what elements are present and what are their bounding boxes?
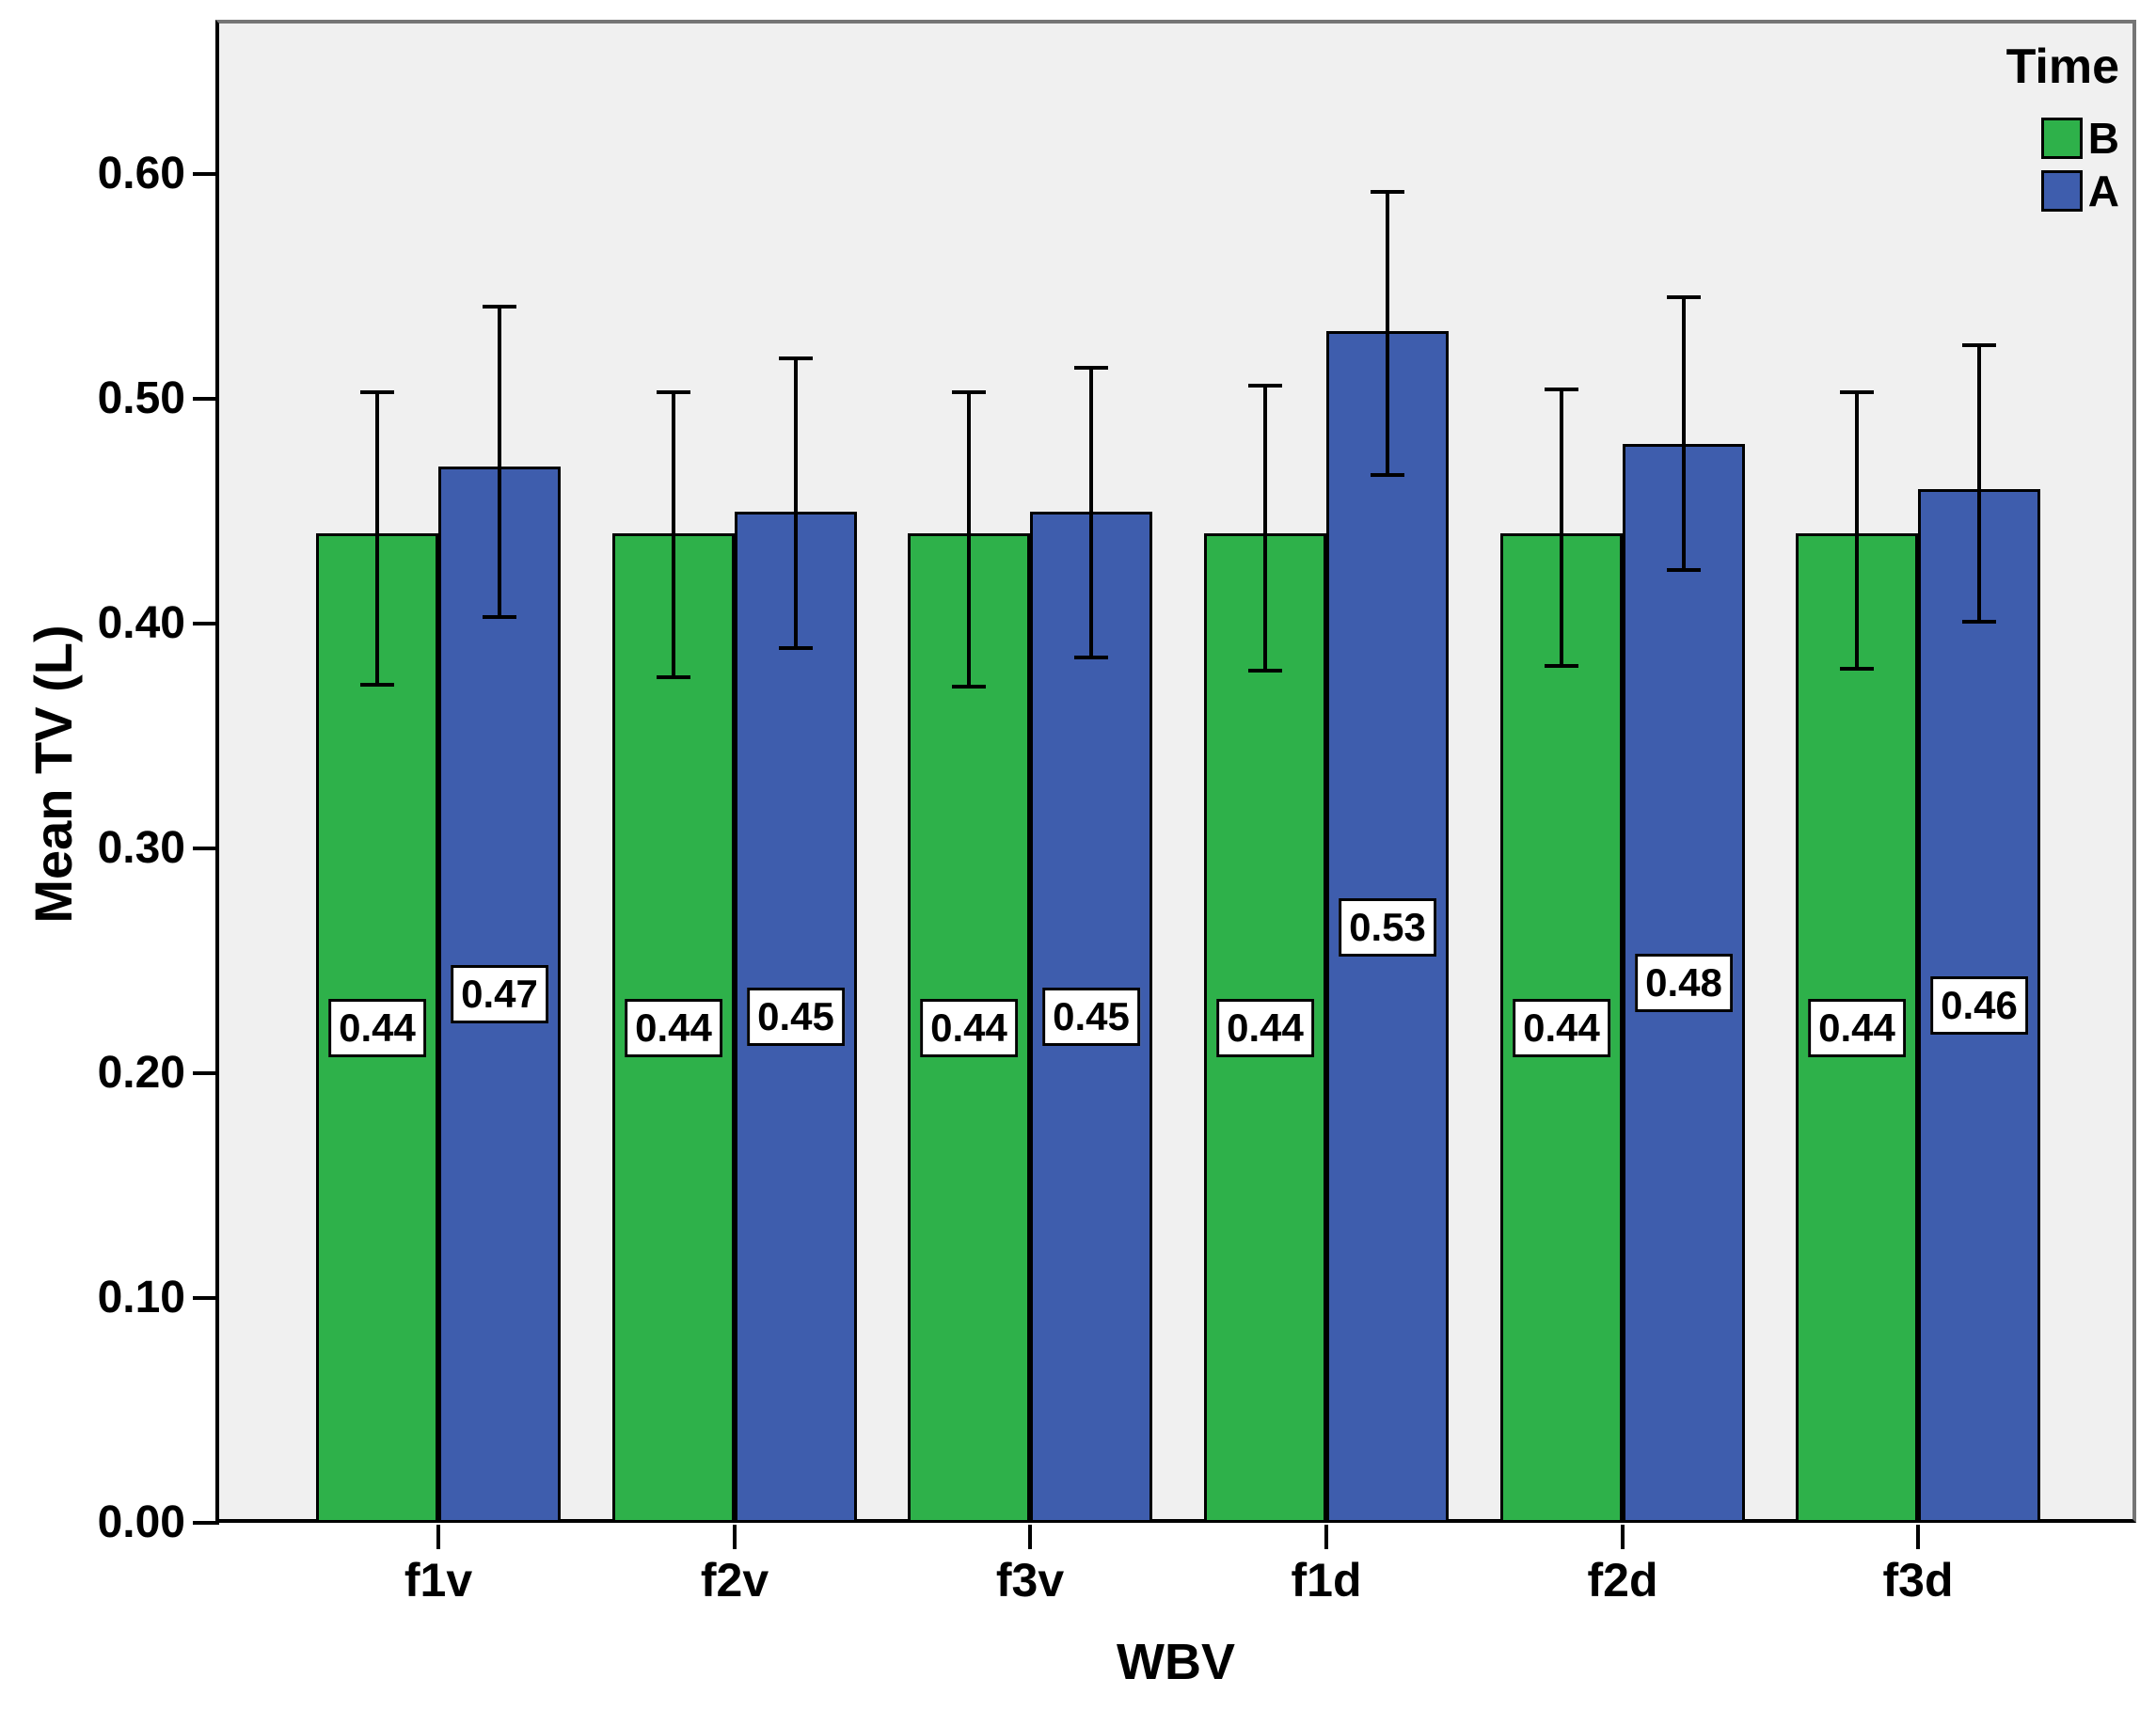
y-tick-label-0.10: 0.10	[97, 1273, 185, 1322]
x-tick-label-f3v: f3v	[995, 1554, 1065, 1607]
error-bar-cap-bottom-f1d-A	[1371, 473, 1404, 478]
x-tick-label-f1d: f1d	[1291, 1554, 1362, 1607]
error-bar-cap-top-f2v-B	[657, 389, 690, 394]
legend-entry-A: A	[2006, 169, 2119, 213]
y-tick-0.30	[193, 847, 219, 850]
bar-value-label-f1d-B: 0.44	[1216, 999, 1314, 1058]
error-bar-f1d-B	[1263, 385, 1267, 672]
y-tick-label-0.20: 0.20	[97, 1048, 185, 1098]
error-bar-cap-bottom-f2d-B	[1545, 664, 1578, 669]
x-tick-f3d	[1916, 1525, 1920, 1549]
x-tick-f1d	[1324, 1525, 1328, 1549]
error-bar-cap-top-f3d-B	[1840, 389, 1874, 394]
legend-title: Time	[2005, 40, 2119, 94]
bar-value-label-f1v-B: 0.44	[328, 999, 426, 1058]
error-bar-cap-top-f2d-B	[1545, 388, 1578, 392]
y-tick-label-0.40: 0.40	[97, 598, 185, 648]
x-tick-f2v	[733, 1525, 737, 1549]
x-tick-label-f1v: f1v	[404, 1554, 473, 1607]
y-tick-0.00	[193, 1521, 219, 1525]
error-bar-f1d-A	[1386, 192, 1389, 476]
error-bar-cap-top-f2v-A	[779, 356, 813, 360]
y-tick-0.20	[193, 1071, 219, 1075]
x-tick-f1v	[436, 1525, 440, 1549]
legend-label-A: A	[2087, 166, 2119, 215]
error-bar-cap-top-f3d-A	[1962, 342, 1996, 347]
y-axis-title: Mean TV (L)	[24, 625, 83, 924]
error-bar-cap-top-f1d-A	[1371, 190, 1404, 195]
error-bar-cap-bottom-f1v-B	[360, 682, 394, 687]
error-bar-cap-bottom-f2v-A	[779, 646, 813, 651]
error-bar-f3d-B	[1855, 391, 1859, 669]
error-bar-cap-top-f2d-A	[1667, 295, 1701, 300]
error-bar-cap-bottom-f1d-B	[1248, 669, 1282, 673]
bar-value-label-f2d-A: 0.48	[1635, 954, 1733, 1013]
x-tick-label-f2d: f2d	[1587, 1554, 1658, 1607]
error-bar-cap-top-f3v-B	[952, 389, 986, 394]
legend: Time B A	[2006, 41, 2119, 213]
y-tick-0.40	[193, 622, 219, 625]
legend-label-B: B	[2087, 114, 2119, 163]
y-tick-0.50	[193, 397, 219, 401]
x-axis-title: WBV	[1117, 1634, 1235, 1690]
error-bar-f2d-B	[1560, 389, 1563, 667]
x-tick-f2d	[1621, 1525, 1625, 1549]
error-bar-cap-bottom-f1v-A	[483, 614, 516, 619]
error-bar-cap-bottom-f2d-A	[1667, 567, 1701, 572]
error-bar-f3v-B	[967, 391, 971, 687]
error-bar-cap-bottom-f2v-B	[657, 675, 690, 680]
error-bar-cap-bottom-f3v-B	[952, 684, 986, 689]
legend-entry-B: B	[2006, 117, 2119, 160]
bar-value-label-f3d-B: 0.44	[1808, 999, 1906, 1058]
y-tick-label-0.00: 0.00	[97, 1497, 185, 1547]
bar-value-label-f3v-A: 0.45	[1042, 988, 1140, 1047]
y-tick-0.10	[193, 1296, 219, 1300]
error-bar-cap-top-f1d-B	[1248, 383, 1282, 388]
error-bar-f2v-B	[672, 391, 675, 678]
error-bar-f1v-B	[375, 391, 379, 685]
error-bar-cap-bottom-f3d-B	[1840, 666, 1874, 671]
bar-value-label-f2d-B: 0.44	[1513, 999, 1610, 1058]
bar-value-label-f1d-A: 0.53	[1339, 897, 1436, 957]
legend-swatch-green-icon	[2040, 118, 2083, 159]
error-bar-f1v-A	[498, 307, 501, 617]
x-tick-label-f2v: f2v	[700, 1554, 769, 1607]
error-bar-cap-top-f3v-A	[1074, 365, 1108, 370]
bar-value-label-f3v-B: 0.44	[920, 999, 1018, 1058]
x-tick-f3v	[1028, 1525, 1032, 1549]
bar-value-label-f2v-A: 0.45	[747, 988, 845, 1047]
error-bar-f3d-A	[1977, 344, 1981, 622]
bar-value-label-f1v-A: 0.47	[451, 965, 548, 1024]
error-bar-cap-top-f1v-A	[483, 305, 516, 309]
error-bar-f3v-A	[1089, 367, 1093, 657]
error-bar-cap-top-f1v-B	[360, 389, 394, 394]
y-tick-0.60	[193, 172, 219, 176]
bar-value-label-f3d-A: 0.46	[1930, 976, 2028, 1036]
error-bar-cap-bottom-f3d-A	[1962, 619, 1996, 624]
x-tick-label-f3d: f3d	[1882, 1554, 1954, 1607]
y-tick-label-0.60: 0.60	[97, 149, 185, 198]
bar-value-label-f2v-B: 0.44	[625, 999, 722, 1058]
legend-swatch-blue-icon	[2040, 170, 2083, 212]
y-tick-label-0.30: 0.30	[97, 823, 185, 873]
error-bar-cap-bottom-f3v-A	[1074, 655, 1108, 659]
y-tick-label-0.50: 0.50	[97, 373, 185, 423]
error-bar-f2v-A	[794, 357, 798, 649]
error-bar-f2d-A	[1682, 297, 1686, 570]
